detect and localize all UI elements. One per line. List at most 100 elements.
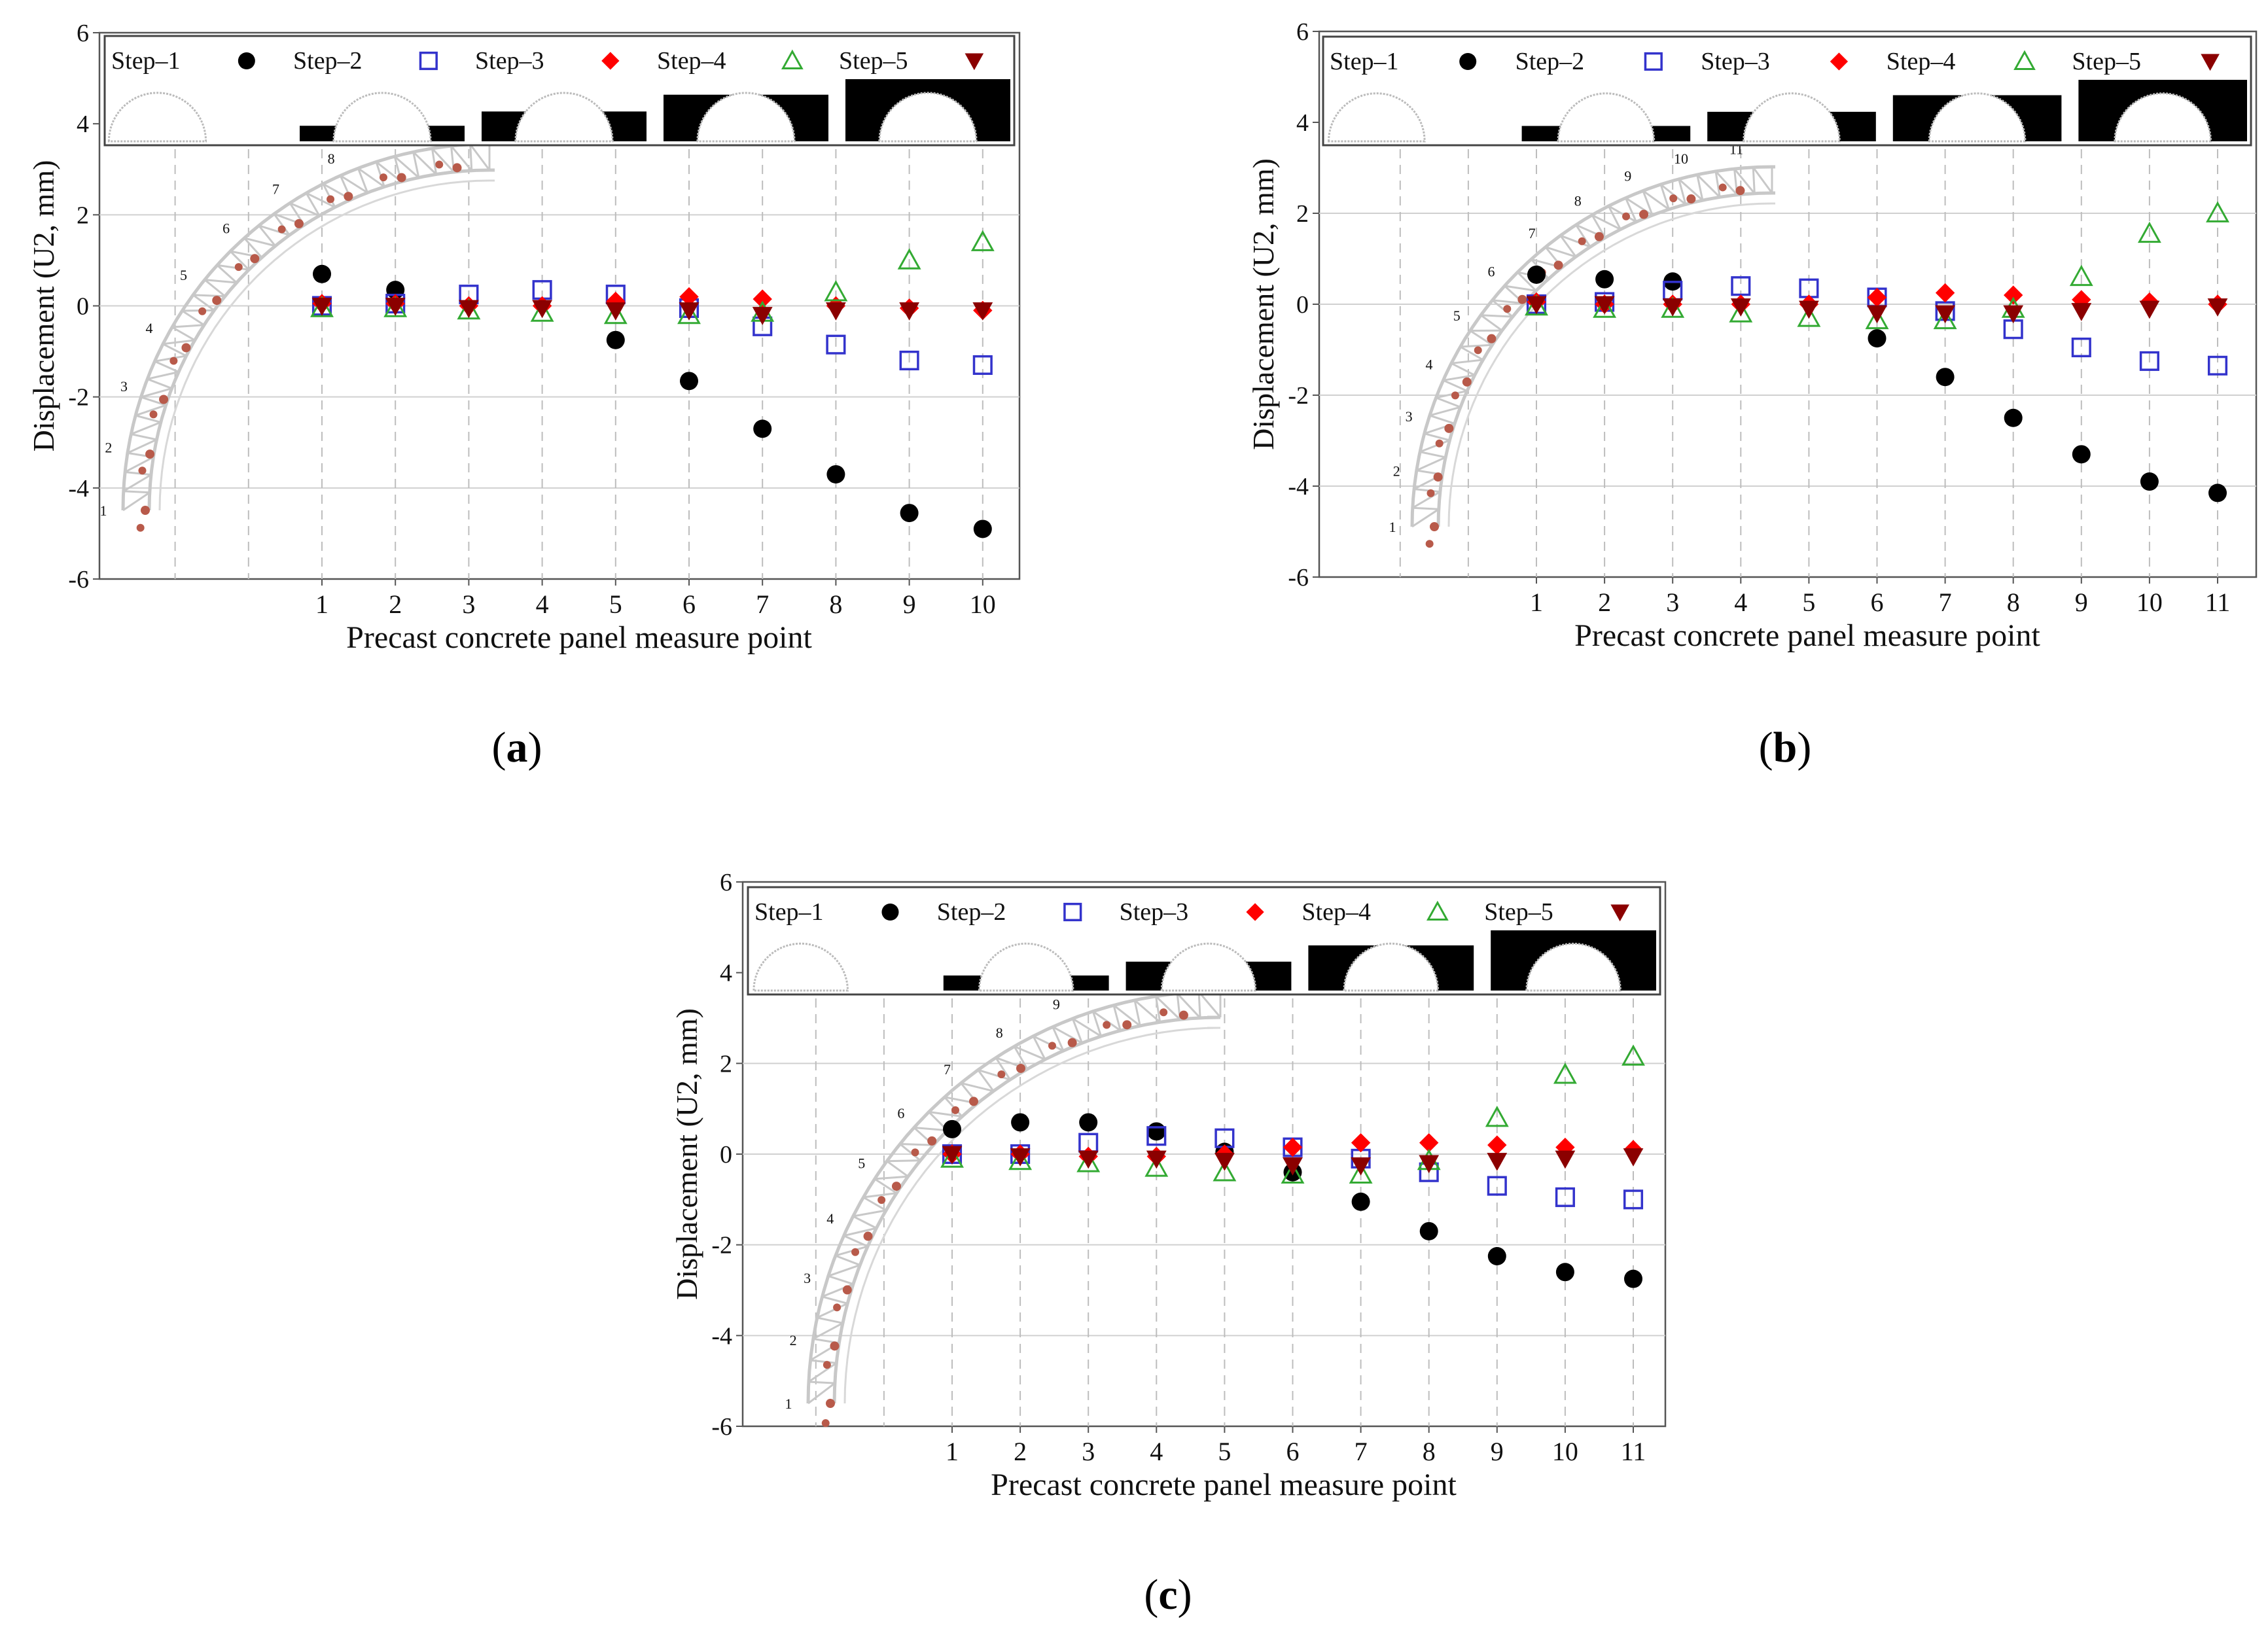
inset-measure-point	[141, 506, 150, 515]
data-point	[310, 296, 334, 317]
y-tick-label: 0	[720, 1141, 732, 1169]
chart-c: -6 -4 -2 0 2 4 6 Displacement (U2, mm) 1 2 3 4 5 6 7 8 9…	[670, 869, 1667, 1502]
tunnel-thumbnail	[1743, 92, 1841, 143]
inset-measure-point	[1462, 377, 1472, 387]
data-point	[1553, 1063, 1577, 1084]
truss-member	[1460, 343, 1493, 348]
lining-inner-2	[843, 1027, 1221, 1404]
truss-member	[874, 1178, 898, 1194]
truss-member	[147, 378, 173, 390]
inset-measure-point	[397, 173, 406, 183]
y-axis-label: Displacement (U2, mm)	[27, 160, 60, 452]
tunnel-thumbnail	[753, 942, 849, 992]
truss-member	[1072, 1017, 1102, 1038]
truss-member	[1517, 272, 1537, 292]
truss-member	[1714, 171, 1721, 198]
x-tick-label: 10	[2136, 588, 2163, 617]
inset-point-label: 7	[272, 181, 279, 198]
y-tick-label: 4	[77, 111, 89, 138]
y-tick-label: 0	[1296, 291, 1309, 319]
data-point	[1623, 1189, 1644, 1210]
legend-label: Step–5	[1484, 898, 1553, 926]
panel-caption-a: (a)	[491, 724, 542, 771]
truss-member	[1624, 197, 1637, 222]
legend: Step–1 Step–2 Step–3 Step–4 Step–5	[747, 886, 1661, 996]
data-point	[2207, 298, 2228, 317]
truss-member	[1091, 1011, 1103, 1037]
data-point	[1933, 308, 1957, 330]
truss-member	[862, 1196, 887, 1212]
truss-member	[1733, 168, 1756, 194]
data-point	[1662, 298, 1683, 317]
truss-member	[243, 237, 263, 258]
data-point	[1146, 1150, 1167, 1169]
truss-member	[1032, 1035, 1046, 1060]
truss-member	[874, 1175, 908, 1180]
truss-member	[431, 148, 438, 175]
legend-marker	[2201, 54, 2220, 71]
truss-member	[1560, 234, 1591, 248]
truss-member	[124, 456, 154, 473]
truss-member	[1154, 996, 1161, 1023]
data-point	[679, 287, 699, 307]
data-point	[2207, 355, 2228, 376]
truss-member	[808, 1380, 835, 1384]
legend-label: Step–1	[754, 898, 824, 926]
x-tick-label: 9	[903, 589, 916, 619]
data-point	[826, 302, 846, 321]
inset-point-label: 6	[222, 220, 230, 237]
x-tick-label: 9	[2075, 588, 2088, 617]
y-tick-label: 6	[1296, 18, 1309, 46]
inset-measure-point	[1553, 260, 1563, 270]
truss-member	[995, 1057, 1011, 1081]
legend-label: Step–4	[1302, 898, 1371, 926]
truss-member	[929, 1111, 963, 1118]
chart-panel-c: -6 -4 -2 0 2 4 6 Displacement (U2, mm) 1 2 3 4 5 6 7 8 9…	[645, 851, 1692, 1652]
data-point	[383, 296, 408, 317]
legend-marker	[2013, 50, 2036, 70]
truss-member	[322, 183, 336, 208]
truss-member	[431, 147, 455, 173]
x-axis: 1 2 3 4 5 6 7 8 9 10 11	[946, 1426, 1646, 1466]
lining-outer	[1410, 165, 1775, 527]
legend-marker	[419, 51, 438, 71]
truss-member	[171, 326, 196, 342]
dashed-guides	[1399, 149, 2218, 577]
inset-measure-point	[1594, 232, 1604, 241]
legend: Step–1 Step–2 Step–3 Step–4 Step–5	[103, 35, 1016, 147]
truss-member	[1412, 506, 1439, 510]
inset-point-label: 7	[1529, 225, 1536, 241]
data-point	[2139, 300, 2160, 319]
data-point	[1797, 306, 1821, 327]
inset-measure-point	[198, 307, 207, 315]
panel-caption-c: (c)	[1144, 1571, 1192, 1619]
inset-point-label: 1	[1389, 519, 1396, 535]
data-point	[1935, 305, 1955, 324]
truss-member	[182, 309, 215, 312]
x-tick-label: 3	[1666, 588, 1679, 617]
data-point	[1593, 296, 1617, 318]
data-point	[1868, 329, 1887, 348]
inset-measure-point	[821, 1419, 830, 1428]
truss-member	[1607, 205, 1621, 230]
truss-member	[944, 1096, 963, 1117]
data-point	[2206, 201, 2229, 222]
truss-member	[469, 144, 473, 171]
truss-member	[412, 151, 420, 178]
inset-measure-point	[1122, 1020, 1132, 1030]
inset-point-label: 4	[1425, 356, 1432, 372]
data-point	[532, 300, 552, 319]
x-tick-label: 8	[2007, 588, 2020, 617]
inset-point-label: 1	[100, 502, 107, 519]
truss-member	[899, 1143, 921, 1161]
truss-member	[1443, 374, 1475, 381]
truss-member	[1442, 379, 1468, 392]
truss-member	[357, 167, 369, 194]
truss-member	[813, 1322, 843, 1340]
dashed-guides	[815, 998, 1634, 1426]
inset-measure-point	[851, 1248, 860, 1256]
truss-member	[1752, 167, 1756, 194]
truss-member	[977, 1069, 995, 1092]
data-point	[311, 298, 332, 316]
grid-lines	[99, 214, 1019, 489]
